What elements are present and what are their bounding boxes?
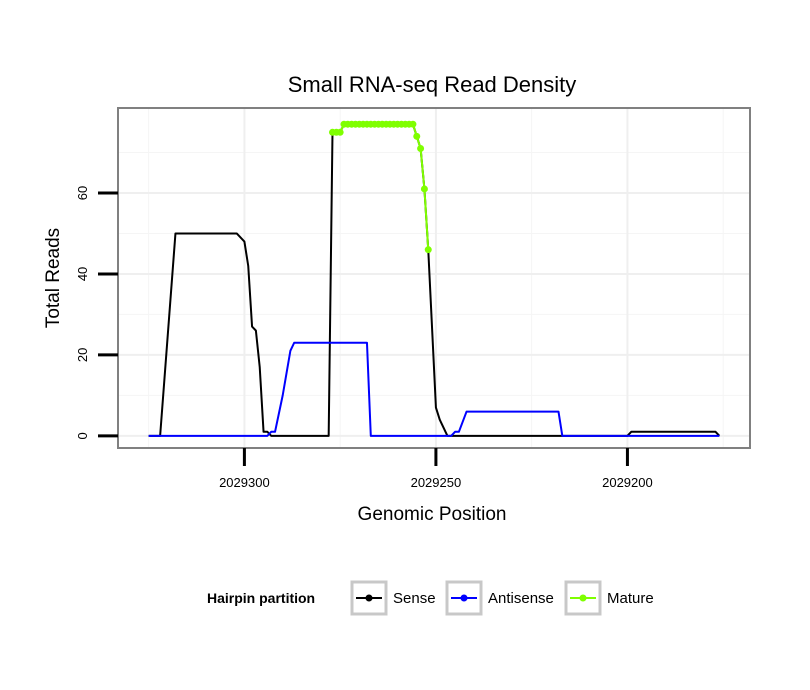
legend-item-mature: Mature <box>564 580 654 616</box>
y-tick-label: 0 <box>75 432 90 439</box>
x-axis: 2029300 2029250 2029200 <box>219 448 653 490</box>
legend-label-sense: Sense <box>393 590 436 607</box>
data-point-mature <box>336 128 344 136</box>
legend-item-sense: Sense <box>350 580 436 616</box>
data-point-mature <box>420 185 428 193</box>
series-layer <box>148 120 721 437</box>
y-axis: 0 20 40 60 <box>75 186 118 439</box>
data-point-mature <box>409 120 417 128</box>
data-point-mature <box>413 132 421 140</box>
legend-label-antisense: Antisense <box>488 590 554 607</box>
legend-item-antisense: Antisense <box>445 580 554 616</box>
legend-label-mature: Mature <box>607 590 654 607</box>
y-tick-label: 60 <box>75 186 90 200</box>
legend: Hairpin partition Sense Antisense Mature <box>207 580 654 616</box>
x-axis-label: Genomic Position <box>358 504 507 525</box>
x-tick-label: 2029250 <box>411 475 462 490</box>
chart-title: Small RNA-seq Read Density <box>288 72 577 97</box>
plot-panel <box>118 108 750 448</box>
x-tick-label: 2029300 <box>219 475 270 490</box>
x-tick-label: 2029200 <box>602 475 653 490</box>
data-point-mature <box>424 246 432 254</box>
y-tick-label: 20 <box>75 348 90 362</box>
series-line-sense <box>148 123 721 437</box>
legend-key-antisense-dot <box>460 594 468 602</box>
y-axis-label: Total Reads <box>43 228 64 328</box>
legend-key-mature-dot <box>579 594 587 602</box>
data-point-mature <box>417 144 425 152</box>
series-line-antisense <box>148 341 720 437</box>
legend-key-sense-dot <box>365 594 373 602</box>
plot-border <box>117 107 751 449</box>
y-tick-label: 40 <box>75 267 90 281</box>
legend-title: Hairpin partition <box>207 590 315 606</box>
